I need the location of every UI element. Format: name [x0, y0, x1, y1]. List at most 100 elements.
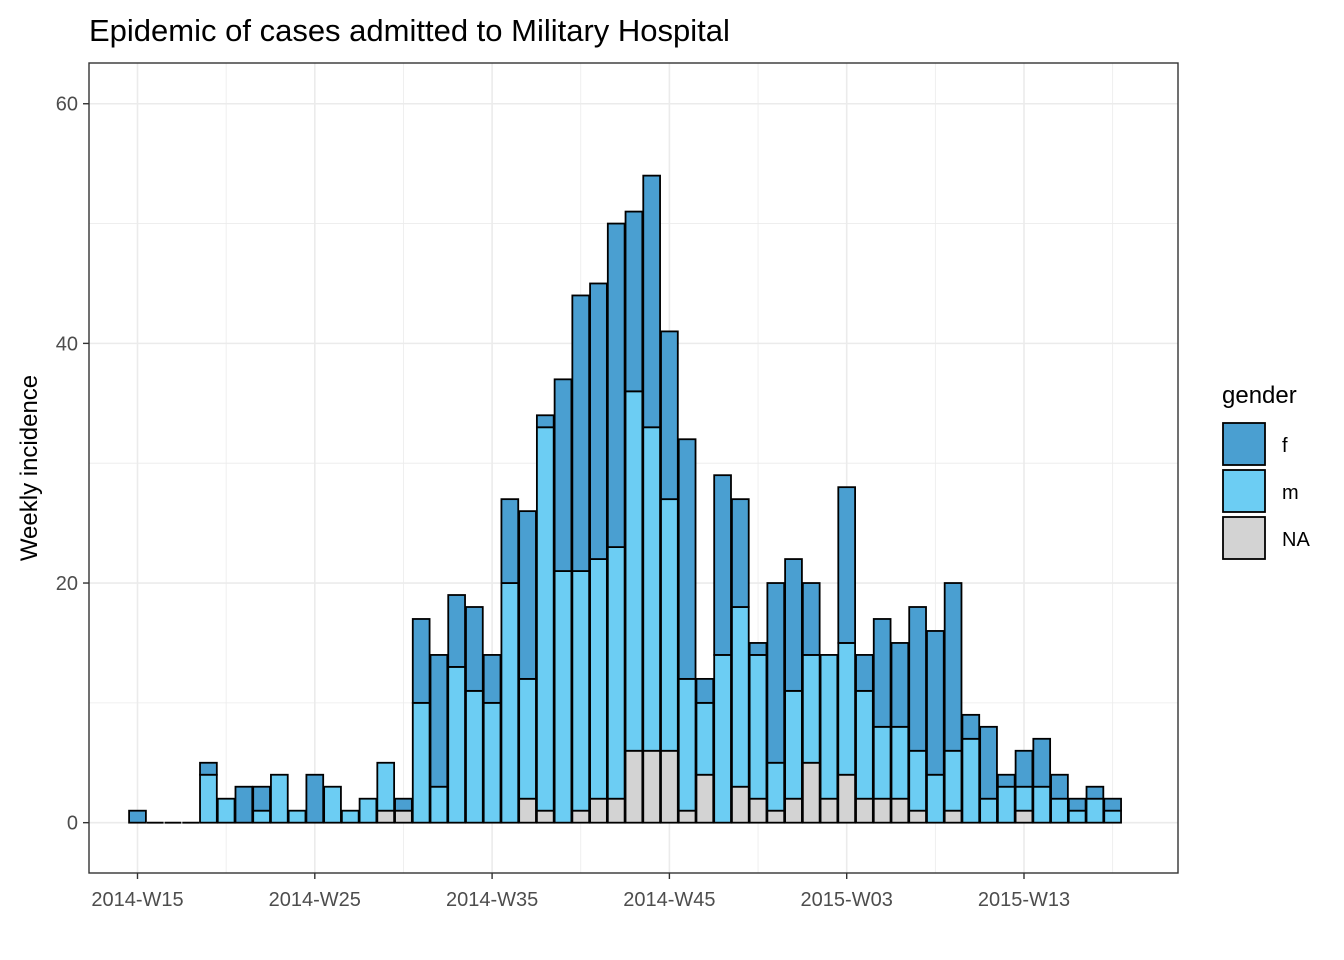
bar-m-2014-W44: [642, 426, 661, 752]
bar-m-2015-W01: [801, 654, 821, 764]
bar-m-2014-W37: [518, 677, 537, 800]
bar-f-2014-W51: [766, 582, 786, 764]
bar-f-2015-W04: [855, 654, 874, 692]
bar-NA-2014-W43: [624, 749, 644, 824]
bar-m-2014-W27: [340, 809, 360, 824]
legend-title: gender: [1222, 382, 1297, 409]
x-tick-label: 2014-W15: [91, 889, 183, 911]
bar-f-2015-W11: [979, 725, 998, 800]
bar-NA-2015-W13: [1014, 809, 1034, 824]
bar-m-2015-W04: [855, 689, 874, 800]
bar-NA-2015-W02: [819, 797, 839, 824]
bar-NA-2014-W38: [535, 809, 555, 824]
bar-m-2014-W32: [429, 785, 449, 824]
bar-f-2015-W18: [1103, 797, 1122, 812]
bar-f-2015-W13: [1014, 749, 1034, 788]
bar-NA-2014-W49: [731, 785, 750, 824]
bar-NA-2014-W45: [660, 749, 679, 824]
bar-NA-2014-W44: [642, 749, 661, 824]
bar-m-2015-W09: [943, 749, 963, 812]
bar-m-2014-W51: [766, 761, 786, 812]
bar-f-2014-W35: [482, 654, 502, 704]
bar-NA-2014-W46: [677, 809, 697, 824]
bar-m-2014-W38: [535, 426, 555, 812]
legend-key-m: [1222, 469, 1266, 513]
bar-f-2014-W49: [731, 498, 750, 608]
legend-label-m: m: [1282, 482, 1299, 504]
bar-m-2015-W17: [1085, 797, 1105, 824]
bar-m-2015-W02: [819, 654, 839, 800]
bar-f-2014-W47: [695, 677, 715, 704]
bar-m-2014-W35: [482, 701, 502, 824]
panel-border: [88, 62, 1179, 874]
bars-layer: [128, 174, 1122, 824]
bar-f-2014-W33: [447, 594, 466, 668]
bar-f-2014-W19: [199, 761, 218, 776]
bar-f-2015-W05: [872, 618, 892, 728]
bar-m-2015-W18: [1103, 809, 1122, 824]
bar-f-2014-W25: [305, 773, 325, 824]
legend-label-f: f: [1282, 435, 1288, 457]
bar-f-2015-W09: [943, 582, 963, 752]
bar-NA-2015-W05: [872, 797, 892, 824]
bar-NA-2014-W29: [376, 809, 396, 824]
bar-m-2014-W47: [695, 701, 715, 776]
bar-f-2014-W22: [252, 785, 271, 812]
bar-m-2015-W13: [1014, 785, 1034, 812]
bar-NA-2014-W51: [766, 809, 786, 824]
x-tick-label: 2014-W45: [623, 889, 715, 911]
bar-m-2014-W43: [624, 390, 644, 752]
bar-m-2014-W41: [589, 558, 608, 800]
bar-f-2015-W07: [908, 606, 927, 752]
bar-f-2014-W41: [589, 282, 608, 560]
bar-m-2014-W22: [252, 809, 271, 824]
bar-m-2014-W26: [323, 785, 342, 824]
bar-f-2014-W38: [535, 414, 555, 429]
bar-m-2014-W24: [287, 809, 307, 824]
legend: gender f m NA: [1222, 382, 1310, 560]
bar-f-2014-W45: [660, 330, 679, 501]
bar-f-2014-W34: [465, 606, 484, 692]
bar-NA-2015-W06: [890, 797, 910, 824]
bar-m-2014-W29: [376, 761, 396, 812]
bar-m-2014-W48: [713, 654, 732, 824]
bar-m-2014-W34: [465, 689, 484, 824]
bar-f-2015-W08: [926, 630, 945, 776]
bar-f-2014-W40: [571, 294, 591, 572]
bar-f-2014-W50: [748, 642, 768, 656]
bar-f-2014-W48: [713, 474, 732, 656]
bar-NA-2015-W07: [908, 809, 927, 824]
legend-key-f: [1222, 422, 1266, 466]
bar-NA-2015-W01: [801, 761, 821, 824]
bar-f-2014-W21: [234, 785, 254, 824]
bar-m-2015-W12: [996, 785, 1016, 824]
bar-f-2014-W32: [429, 654, 449, 788]
bar-NA-2015-W09: [943, 809, 963, 824]
bar-NA-2014-W47: [695, 773, 715, 824]
bar-m-2014-W19: [199, 773, 218, 824]
bar-f-2015-W10: [961, 713, 981, 740]
bar-m-2015-W03: [837, 642, 856, 776]
bar-f-2014-W43: [624, 210, 644, 393]
bar-m-2015-W05: [872, 725, 892, 800]
bar-NA-2014-W41: [589, 797, 608, 824]
bar-f-2015-W15: [1050, 773, 1069, 800]
bar-m-2014-W40: [571, 570, 591, 812]
bar-f-2015-W12: [996, 773, 1016, 788]
bar-m-2015-W08: [926, 773, 945, 824]
bar-NA-2015-W03: [837, 773, 856, 824]
chart-title: Epidemic of cases admitted to Military H…: [89, 13, 730, 48]
bar-f-2014-W52: [784, 558, 803, 692]
bar-f-2015-W16: [1067, 797, 1087, 812]
bar-NA-2015-W04: [855, 797, 874, 824]
bar-f-2014-W31: [411, 618, 431, 704]
bar-m-2014-W42: [606, 546, 626, 800]
bar-m-2014-W39: [553, 570, 573, 824]
bar-m-2015-W06: [890, 725, 910, 800]
bar-m-2014-W33: [447, 666, 466, 824]
bar-NA-2014-W40: [571, 809, 591, 824]
legend-label-NA: NA: [1282, 529, 1310, 551]
x-tick-label: 2015-W03: [801, 889, 893, 911]
bar-m-2014-W49: [731, 606, 750, 788]
